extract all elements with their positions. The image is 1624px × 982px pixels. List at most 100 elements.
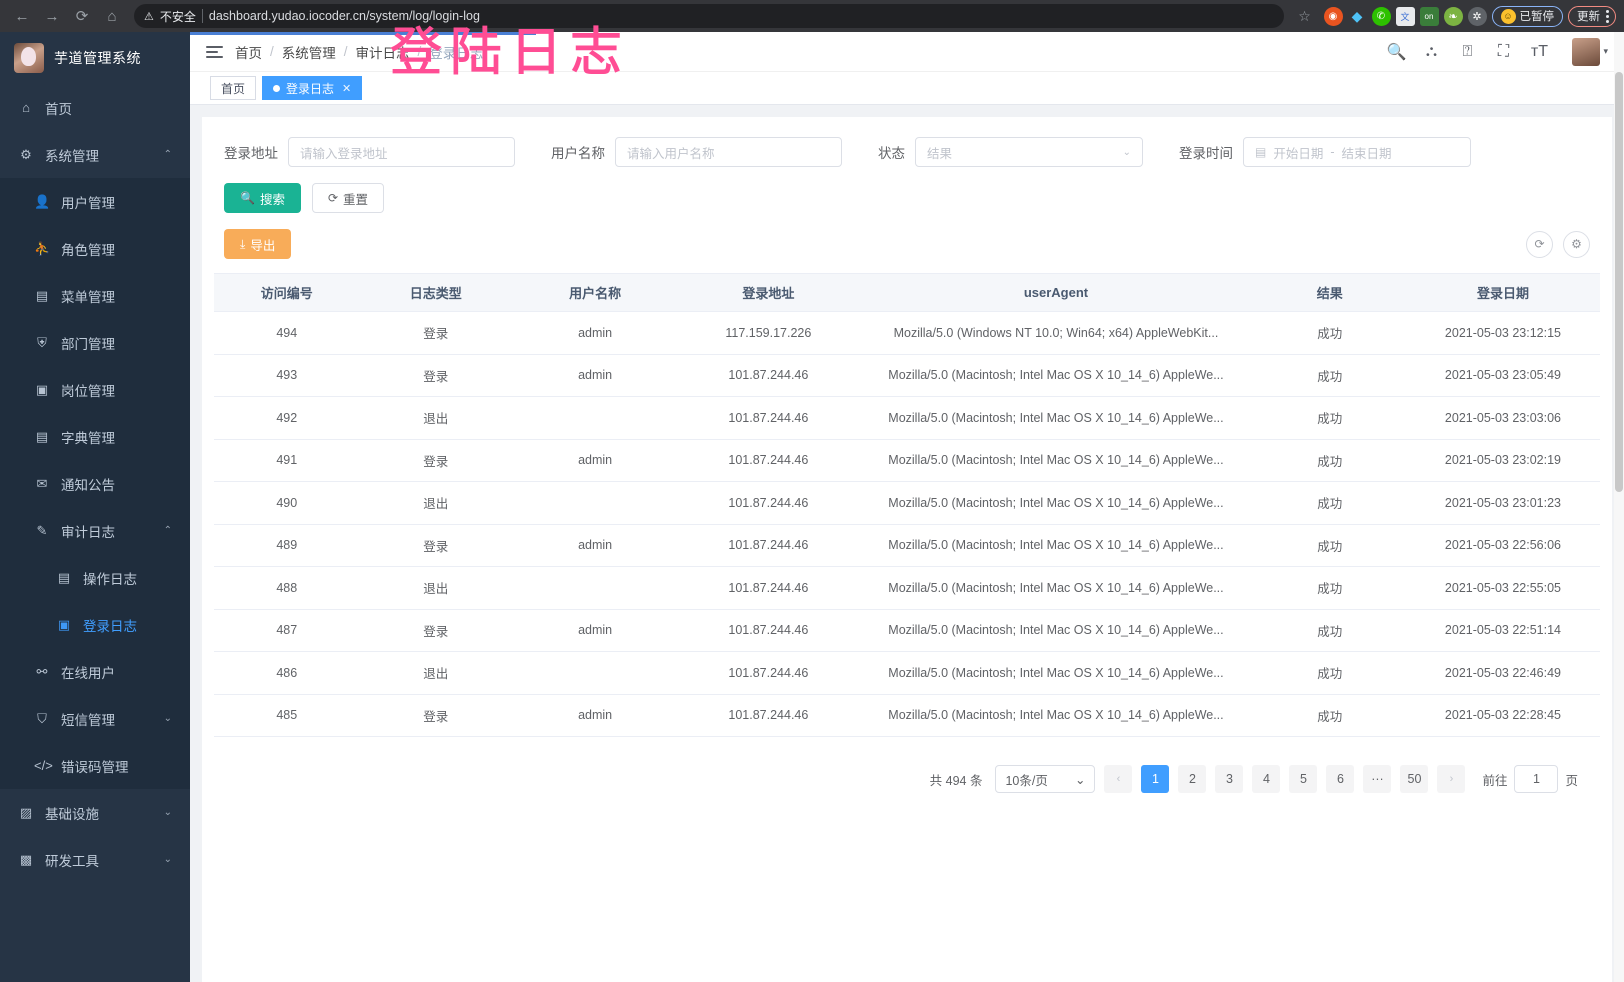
table-row[interactable]: 492 退出 101.87.244.46 Mozilla/5.0 (Macintosh… xyxy=(214,396,1600,440)
chevron-up-icon: ⌃ xyxy=(163,149,172,160)
leaf-icon[interactable]: ❧ xyxy=(1443,6,1463,26)
page-scrollbar-track[interactable] xyxy=(1614,32,1624,982)
table-row[interactable]: 485 登录 admin 101.87.244.46 Mozilla/5.0 (Maci… xyxy=(214,694,1600,737)
table-row[interactable]: 491 登录 admin 101.87.244.46 Mozilla/5.0 (Maci… xyxy=(214,439,1600,482)
home-icon[interactable]: ⌂ xyxy=(107,7,117,25)
pagination-page-50[interactable]: 50 xyxy=(1400,765,1429,793)
sidebar-item-label: 操作日志 xyxy=(83,571,137,587)
sidebar-item-notice[interactable]: ✉ 通知公告 xyxy=(0,460,190,507)
pagination-page-5[interactable]: 5 xyxy=(1289,765,1318,793)
sidebar-item-audit-log[interactable]: ✎ 审计日志 ⌃ xyxy=(0,507,190,554)
col-header-user[interactable]: 用户名称 xyxy=(511,273,679,312)
col-header-addr[interactable]: 登录地址 xyxy=(678,273,859,312)
reset-button[interactable]: ⟳ 重置 xyxy=(311,183,385,213)
sidebar-item-online-users[interactable]: ⚯ 在线用户 xyxy=(0,648,190,695)
reset-button-label: 重置 xyxy=(343,192,369,207)
table-row[interactable]: 494 登录 admin 117.159.17.226 Mozilla/5.0 (Win… xyxy=(214,311,1600,355)
sidebar-item-operation-log[interactable]: ▤ 操作日志 xyxy=(0,554,190,601)
user-menu[interactable]: ▾ xyxy=(1572,37,1608,66)
table-row[interactable]: 493 登录 admin 101.87.244.46 Mozilla/5.0 (Maci… xyxy=(214,354,1600,397)
avatar[interactable] xyxy=(1572,37,1601,66)
sidebar-item-sms[interactable]: ⛉ 短信管理 ⌄ xyxy=(0,695,190,742)
search-icon[interactable]: 🔍 xyxy=(1386,43,1407,61)
page-size-select[interactable]: 10条/页 ⌄ xyxy=(995,765,1096,793)
sidebar-item-menus[interactable]: ▤ 菜单管理 xyxy=(0,272,190,319)
close-icon[interactable]: ✕ xyxy=(342,82,352,95)
tab-login-log[interactable]: 登录日志 ✕ xyxy=(262,76,363,100)
sidebar-item-roles[interactable]: ⛹ 角色管理 xyxy=(0,225,190,272)
back-icon[interactable]: ← xyxy=(14,7,30,25)
cell-user: admin xyxy=(511,694,679,737)
sidebar-item-system[interactable]: ⚙ 系统管理 ⌃ xyxy=(0,131,190,178)
cell-address: 101.87.244.46 xyxy=(678,354,859,397)
pagination-page-3[interactable]: 3 xyxy=(1215,765,1244,793)
cell-type: 登录 xyxy=(359,694,512,737)
cell-useragent: Mozilla/5.0 (Macintosh; Intel Mac OS X 1… xyxy=(858,439,1254,482)
username-input[interactable]: 请输入用户名称 xyxy=(615,137,842,167)
breadcrumb-item-home[interactable]: 首页 xyxy=(235,45,262,61)
sidebar-item-dict[interactable]: ▤ 字典管理 xyxy=(0,413,190,460)
fullscreen-icon[interactable]: ⛶ xyxy=(1497,42,1510,60)
sidebar-brand[interactable]: 芋道管理系统 xyxy=(0,32,190,84)
diamond-icon[interactable]: ◆ xyxy=(1347,6,1367,26)
pagination-page-2[interactable]: 2 xyxy=(1178,765,1207,793)
pagination-prev[interactable]: ‹ xyxy=(1104,765,1133,793)
sidebar-item-departments[interactable]: ⛨ 部门管理 xyxy=(0,319,190,366)
col-header-useragent[interactable]: userAgent xyxy=(858,273,1254,312)
wechat-icon[interactable]: ✆ xyxy=(1371,6,1391,26)
code-icon: </> xyxy=(34,758,53,773)
translate-icon[interactable]: 文 xyxy=(1395,6,1415,26)
col-header-result[interactable]: 结果 xyxy=(1253,273,1406,312)
github-icon[interactable]: ⛬ xyxy=(1425,42,1438,60)
col-header-date[interactable]: 登录日期 xyxy=(1405,273,1600,312)
sidebar-item-error-code[interactable]: </> 错误码管理 xyxy=(0,742,190,789)
export-button[interactable]: ⤓ 导出 xyxy=(224,229,292,259)
status-select[interactable]: 结果 ⌄ xyxy=(915,137,1143,167)
sidebar-item-label: 通知公告 xyxy=(61,477,115,493)
sidebar-item-login-log[interactable]: ▣ 登录日志 xyxy=(0,601,190,648)
update-button[interactable]: 更新 xyxy=(1568,5,1616,27)
login-time-range-picker[interactable]: ▤ 开始日期 - 结束日期 xyxy=(1243,137,1471,167)
columns-icon[interactable]: ⚙ xyxy=(1563,230,1590,258)
login-address-input[interactable]: 请输入登录地址 xyxy=(288,137,515,167)
table-row[interactable]: 488 退出 101.87.244.46 Mozilla/5.0 (Macintosh… xyxy=(214,566,1600,610)
notes-icon[interactable]: on xyxy=(1419,6,1439,26)
sidebar-item-dev-tools[interactable]: ▩ 研发工具 ⌄ xyxy=(0,836,190,883)
puzzle-icon[interactable]: ✲ xyxy=(1467,6,1487,26)
table-row[interactable]: 490 退出 101.87.244.46 Mozilla/5.0 (Macintosh… xyxy=(214,481,1600,525)
cell-date: 2021-05-03 22:46:49 xyxy=(1405,651,1600,695)
table-row[interactable]: 489 登录 admin 101.87.244.46 Mozilla/5.0 (Maci… xyxy=(214,524,1600,567)
pagination-page-4[interactable]: 4 xyxy=(1252,765,1281,793)
forward-icon[interactable]: → xyxy=(44,7,60,25)
breadcrumb-item-system[interactable]: 系统管理 xyxy=(281,45,336,61)
pagination-ellipsis[interactable]: ··· xyxy=(1363,765,1392,793)
table-row[interactable]: 486 退出 101.87.244.46 Mozilla/5.0 (Macintosh… xyxy=(214,651,1600,695)
sidebar-item-home[interactable]: ⌂ 首页 xyxy=(0,84,190,131)
star-icon[interactable]: ☆ xyxy=(1298,7,1311,24)
pagination-page-6[interactable]: 6 xyxy=(1326,765,1355,793)
jump-page-input[interactable]: 1 xyxy=(1514,765,1559,793)
menu-kebab-icon[interactable] xyxy=(1604,9,1611,23)
sidebar-item-infrastructure[interactable]: ▨ 基础设施 ⌄ xyxy=(0,789,190,836)
sidebar-item-label: 在线用户 xyxy=(61,665,115,681)
col-header-id[interactable]: 访问编号 xyxy=(214,273,360,312)
start-date-placeholder: 开始日期 xyxy=(1273,146,1324,161)
ubuntu-icon[interactable]: ◉ xyxy=(1323,6,1343,26)
tab-home[interactable]: 首页 xyxy=(210,76,257,100)
help-icon[interactable]: ⍰ xyxy=(1462,42,1473,60)
col-header-type[interactable]: 日志类型 xyxy=(359,273,512,312)
reload-icon[interactable]: ⟳ xyxy=(75,8,89,25)
sidebar-item-users[interactable]: 👤 用户管理 xyxy=(0,178,190,225)
breadcrumb-item-audit[interactable]: 审计日志 xyxy=(355,45,410,61)
font-size-icon[interactable]: ᴛT xyxy=(1530,42,1549,60)
paused-status-pill[interactable]: ☺ 已暂停 xyxy=(1491,5,1563,27)
table-row[interactable]: 487 登录 admin 101.87.244.46 Mozilla/5.0 (Maci… xyxy=(214,609,1600,652)
hamburger-icon[interactable] xyxy=(206,45,223,58)
page-scrollbar-thumb[interactable] xyxy=(1615,72,1623,492)
search-button[interactable]: 🔍 搜索 xyxy=(224,183,301,213)
sidebar-item-posts[interactable]: ▣ 岗位管理 xyxy=(0,366,190,413)
pagination-next[interactable]: › xyxy=(1437,765,1466,793)
pagination-page-1[interactable]: 1 xyxy=(1141,765,1170,793)
address-bar[interactable]: ⚠ 不安全 dashboard.yudao.iocoder.cn/system/… xyxy=(134,4,1284,28)
refresh-circle-icon[interactable]: ⟳ xyxy=(1526,230,1553,258)
